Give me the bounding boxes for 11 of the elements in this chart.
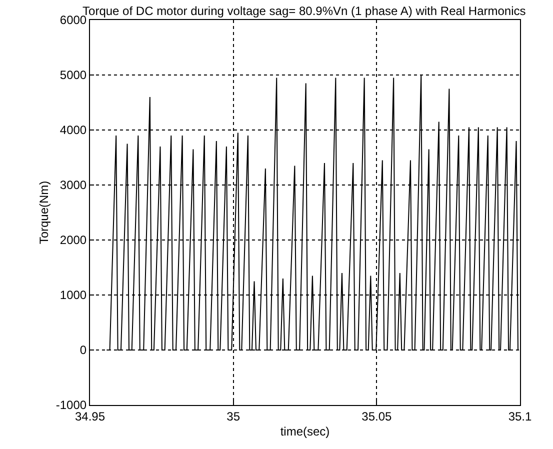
y-tick-label: 4000 — [60, 123, 87, 138]
y-axis-title: Torque(Nm) — [37, 180, 52, 244]
x-axis-title: time(sec) — [280, 424, 330, 438]
y-tick-label: 0 — [80, 343, 87, 358]
y-tick-label: 5000 — [60, 68, 87, 82]
y-tick-label: 2000 — [60, 233, 87, 248]
y-tick-label: 3000 — [60, 178, 87, 192]
x-tick-label: 35.05 — [362, 409, 392, 424]
y-tick-label: 1000 — [60, 288, 87, 302]
x-tick-label: 35.1 — [508, 409, 532, 424]
x-tick-label: 35 — [226, 409, 240, 424]
